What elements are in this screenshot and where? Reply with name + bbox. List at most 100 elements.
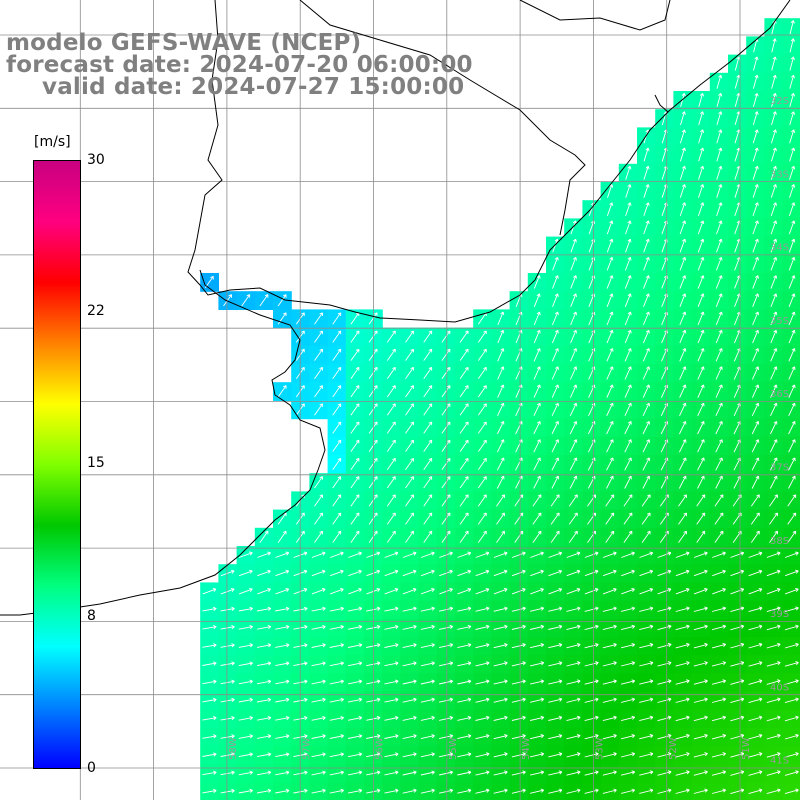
wind-arrow: [693, 606, 708, 612]
wind-arrow: [566, 606, 581, 612]
wind-arrow: [311, 624, 326, 630]
wind-arrow: [787, 494, 797, 507]
wind-arrow: [511, 679, 526, 685]
wind-arrow: [459, 512, 469, 525]
wind-arrow: [714, 512, 724, 525]
wind-arrow: [551, 402, 559, 416]
wind-arrow: [566, 661, 581, 667]
wind-arrow: [420, 679, 435, 685]
wind-arrow: [496, 475, 505, 489]
latitude-label: 34S: [770, 243, 789, 254]
wind-arrow: [477, 439, 487, 452]
wind-arrow: [605, 512, 615, 525]
wind-arrow: [515, 457, 523, 471]
wind-arrow: [439, 569, 453, 577]
wind-arrow: [751, 475, 760, 489]
wind-arrow: [533, 421, 541, 435]
wind-arrow: [748, 752, 763, 758]
colorbar: [m/s] 30 22 15 8 0: [0, 0, 105, 775]
wind-arrow: [493, 569, 508, 577]
wind-arrow: [332, 312, 342, 325]
wind-arrow: [570, 238, 577, 253]
wind-arrow: [405, 530, 414, 543]
wind-arrow: [752, 329, 760, 344]
wind-arrow: [642, 475, 651, 489]
wind-arrow: [624, 257, 632, 271]
wind-arrow: [259, 530, 269, 543]
wind-arrow: [730, 587, 745, 595]
wind-arrow: [639, 679, 654, 685]
wind-arrow: [606, 457, 614, 471]
wind-arrow: [347, 788, 363, 794]
wind-arrow: [789, 56, 795, 71]
wind-arrow: [475, 697, 490, 703]
wind-arrow: [770, 257, 778, 271]
longitude-label: 54W: [521, 737, 532, 760]
wind-arrow: [771, 111, 777, 126]
wind-arrow: [788, 311, 796, 326]
wind-arrow: [715, 311, 723, 326]
wind-arrow: [332, 348, 342, 361]
wind-arrow: [642, 329, 650, 344]
wind-arrow: [329, 697, 344, 703]
wind-arrow: [533, 293, 541, 307]
wind-arrow: [332, 512, 342, 525]
wind-arrow: [569, 475, 578, 489]
wind-arrow: [566, 752, 581, 758]
wind-arrow: [386, 348, 396, 361]
wind-arrow: [441, 530, 451, 543]
wind-arrow: [716, 202, 723, 217]
wind-arrow: [275, 770, 290, 776]
wind-arrow: [716, 165, 723, 180]
wind-arrow: [493, 587, 508, 595]
wind-arrow: [730, 606, 745, 613]
wind-arrow: [748, 697, 763, 704]
wind-arrow: [350, 439, 360, 452]
wind-arrow: [716, 184, 723, 198]
wind-arrow: [752, 311, 760, 326]
wind-arrow: [477, 403, 487, 416]
wind-arrow: [529, 661, 545, 667]
wind-arrow: [584, 642, 599, 649]
wind-arrow: [477, 530, 487, 543]
wind-arrow: [675, 624, 690, 631]
wind-arrow: [347, 624, 363, 630]
wind-arrow: [423, 457, 433, 471]
wind-arrow: [711, 752, 727, 758]
wind-arrow: [220, 734, 235, 739]
wind-arrow: [641, 494, 651, 507]
wind-arrow: [769, 421, 778, 435]
wind-arrow: [311, 734, 326, 739]
wind-arrow: [787, 512, 797, 525]
wind-arrow: [497, 402, 505, 416]
wind-arrow: [511, 606, 526, 612]
wind-arrow: [602, 679, 617, 685]
wind-arrow: [256, 734, 272, 739]
wind-arrow: [606, 439, 614, 453]
wind-arrow: [202, 587, 217, 595]
wind-arrow: [202, 788, 217, 794]
wind-arrow: [788, 475, 796, 489]
wind-arrows: [202, 20, 799, 795]
wind-arrow: [329, 752, 344, 758]
wind-arrow: [766, 606, 781, 613]
wind-arrow: [551, 439, 560, 453]
wind-arrow: [678, 512, 687, 525]
wind-arrow: [787, 530, 797, 543]
wind-arrow: [730, 788, 745, 795]
wind-arrow: [475, 624, 490, 630]
wind-arrow: [693, 697, 708, 703]
wind-arrow: [314, 476, 323, 489]
wind-arrow: [606, 348, 614, 362]
wind-arrow: [475, 661, 490, 667]
wind-arrow: [642, 439, 651, 453]
wind-arrow: [350, 512, 360, 525]
wind-arrow: [420, 734, 435, 740]
wind-arrow: [697, 257, 705, 271]
wind-arrow: [788, 439, 796, 453]
coastline-interior: [299, 0, 586, 236]
wind-arrow: [730, 697, 745, 704]
wind-arrow: [423, 330, 433, 343]
wind-arrow: [623, 512, 633, 525]
